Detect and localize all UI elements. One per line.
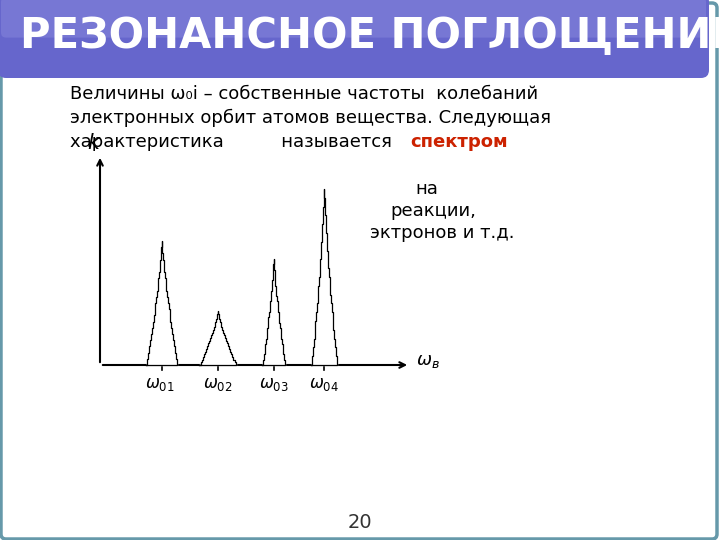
Text: $\omega_{04}$: $\omega_{04}$ <box>309 375 339 393</box>
Text: на: на <box>415 180 438 198</box>
Text: $\omega_{\mathit{в}}$: $\omega_{\mathit{в}}$ <box>416 352 440 370</box>
Text: спектром: спектром <box>410 133 508 151</box>
FancyBboxPatch shape <box>0 0 709 78</box>
Text: характеристика          называется: характеристика называется <box>70 133 449 151</box>
Text: 20: 20 <box>348 512 372 531</box>
Text: $\omega_{02}$: $\omega_{02}$ <box>203 375 233 393</box>
Polygon shape <box>199 311 236 365</box>
Text: РЕЗОНАНСНОЕ ПОГЛОЩЕНИЕ: РЕЗОНАНСНОЕ ПОГЛОЩЕНИЕ <box>20 15 720 57</box>
Text: $\omega_{01}$: $\omega_{01}$ <box>145 375 174 393</box>
Polygon shape <box>311 189 337 365</box>
FancyBboxPatch shape <box>1 0 706 38</box>
Polygon shape <box>262 259 285 365</box>
FancyBboxPatch shape <box>1 3 717 539</box>
Text: $k$: $k$ <box>86 133 102 153</box>
Text: Величины ω₀i – собственные частоты  колебаний: Величины ω₀i – собственные частоты колеб… <box>70 85 538 103</box>
Text: $\omega_{03}$: $\omega_{03}$ <box>258 375 289 393</box>
Polygon shape <box>146 241 177 365</box>
Text: электронных орбит атомов вещества. Следующая: электронных орбит атомов вещества. Следу… <box>70 109 551 127</box>
Text: реакции,: реакции, <box>390 202 476 220</box>
Text: эктронов и т.д.: эктронов и т.д. <box>370 224 515 242</box>
